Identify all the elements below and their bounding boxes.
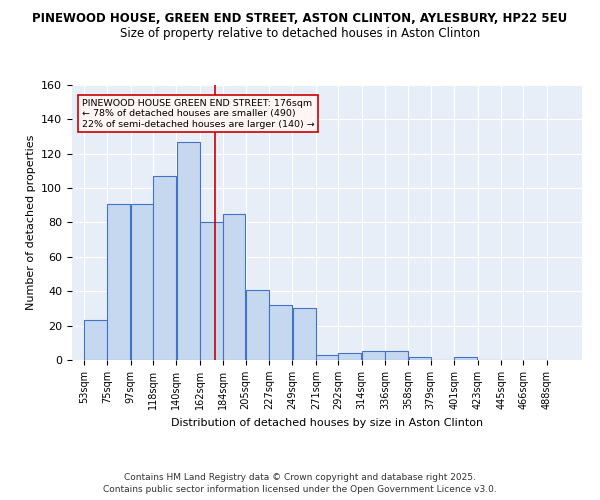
Bar	[153, 176, 176, 360]
Bar	[131, 204, 153, 360]
Bar	[385, 352, 408, 360]
Bar	[293, 308, 316, 360]
Text: PINEWOOD HOUSE GREEN END STREET: 176sqm
← 78% of detached houses are smaller (49: PINEWOOD HOUSE GREEN END STREET: 176sqm …	[82, 98, 314, 128]
X-axis label: Distribution of detached houses by size in Aston Clinton: Distribution of detached houses by size …	[171, 418, 483, 428]
Bar	[338, 353, 361, 360]
Bar	[176, 142, 200, 360]
Bar	[107, 204, 130, 360]
Bar	[409, 356, 431, 360]
Text: Contains public sector information licensed under the Open Government Licence v3: Contains public sector information licen…	[103, 485, 497, 494]
Bar	[84, 320, 107, 360]
Text: Size of property relative to detached houses in Aston Clinton: Size of property relative to detached ho…	[120, 28, 480, 40]
Text: PINEWOOD HOUSE, GREEN END STREET, ASTON CLINTON, AYLESBURY, HP22 5EU: PINEWOOD HOUSE, GREEN END STREET, ASTON …	[32, 12, 568, 26]
Bar	[316, 355, 338, 360]
Bar	[362, 352, 385, 360]
Y-axis label: Number of detached properties: Number of detached properties	[26, 135, 35, 310]
Bar	[269, 305, 292, 360]
Bar	[454, 356, 478, 360]
Text: Contains HM Land Registry data © Crown copyright and database right 2025.: Contains HM Land Registry data © Crown c…	[124, 472, 476, 482]
Bar	[200, 222, 223, 360]
Bar	[246, 290, 269, 360]
Bar	[223, 214, 245, 360]
